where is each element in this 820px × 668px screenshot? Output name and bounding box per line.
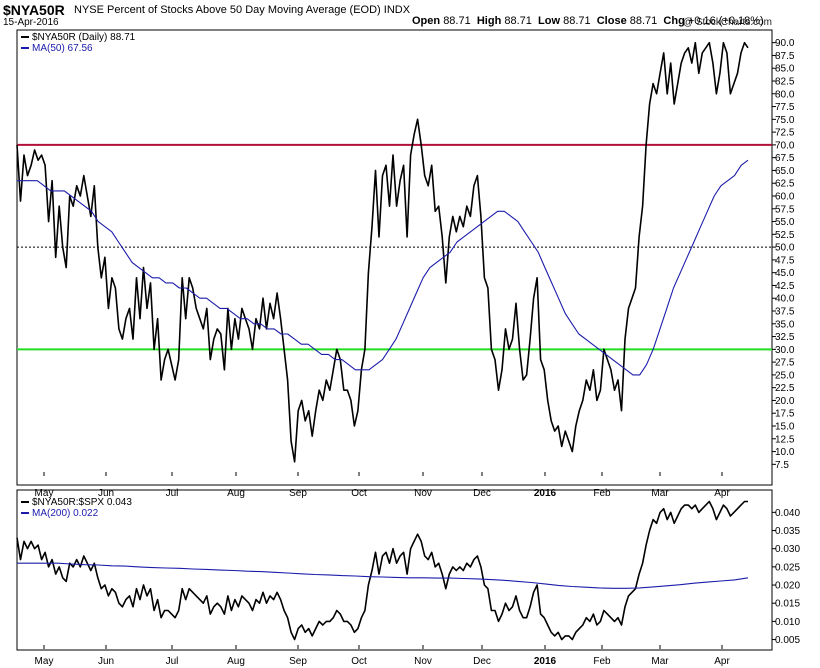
x-tick-label: Apr bbox=[714, 656, 730, 667]
y-tick-label: 0.025 bbox=[775, 562, 800, 573]
x-tick-label: Apr bbox=[714, 488, 730, 499]
chart-header: $NYA50R NYSE Percent of Stocks Above 50 … bbox=[0, 0, 820, 32]
symbol-label: $NYA50R bbox=[3, 2, 65, 18]
x-tick-label: Jul bbox=[166, 488, 179, 499]
x-tick-label: Sep bbox=[289, 488, 307, 499]
y-tick-label: 35.0 bbox=[775, 319, 795, 330]
y-tick-label: 0.010 bbox=[775, 617, 800, 628]
open-value: 88.71 bbox=[443, 15, 471, 27]
close-value: 88.71 bbox=[629, 15, 658, 27]
legend-entry: $NYA50R:$SPX 0.043 bbox=[32, 497, 132, 508]
y-tick-label: 17.5 bbox=[775, 409, 795, 420]
y-tick-label: 20.0 bbox=[775, 396, 795, 407]
main-panel-frame bbox=[16, 29, 773, 486]
y-tick-label: 0.040 bbox=[775, 508, 800, 519]
primary-series-line bbox=[16, 41, 749, 463]
y-tick-label: 0.015 bbox=[775, 599, 800, 610]
close-label: Close bbox=[596, 15, 627, 27]
y-tick-label: 7.5 bbox=[775, 460, 789, 471]
x-tick-label: Aug bbox=[227, 656, 245, 667]
high-label: High bbox=[476, 15, 502, 27]
y-tick-label: 0.035 bbox=[775, 526, 800, 537]
x-tick-label: Feb bbox=[593, 488, 611, 499]
x-tick-label: Nov bbox=[414, 488, 432, 499]
y-tick-label: 37.5 bbox=[775, 307, 795, 318]
y-tick-label: 62.5 bbox=[775, 179, 795, 190]
ratio-panel-frame bbox=[16, 489, 773, 651]
y-tick-label: 32.5 bbox=[775, 332, 795, 343]
y-tick-label: 30.0 bbox=[775, 345, 795, 356]
y-tick-label: 82.5 bbox=[775, 77, 795, 88]
low-value: 88.71 bbox=[563, 15, 591, 27]
x-tick-label: May bbox=[35, 488, 54, 499]
y-tick-label: 57.5 bbox=[775, 204, 795, 215]
x-tick-label: Oct bbox=[351, 488, 367, 499]
y-tick-label: 65.0 bbox=[775, 166, 795, 177]
x-tick-label: 2016 bbox=[534, 656, 557, 667]
main-panel: 90.0 87.5 85.0 82.580.0 77.5 75.0 72.570.0 67.5… bbox=[16, 32, 795, 499]
y-tick-label: 90.0 bbox=[775, 38, 795, 49]
x-tick-label: 2016 bbox=[534, 488, 557, 499]
x-tick-label: Sep bbox=[289, 656, 307, 667]
open-label: Open bbox=[412, 15, 441, 27]
low-label: Low bbox=[538, 15, 561, 27]
y-tick-label: 80.0 bbox=[775, 89, 795, 100]
legend-entry: MA(200) 0.022 bbox=[32, 508, 99, 519]
ratio-panel: 0.040 0.035 0.030 0.025 0.020 0.015 0.010 0.005… bbox=[16, 497, 800, 667]
legend-entry: $NYA50R (Daily) 88.71 bbox=[32, 32, 136, 43]
y-tick-label: 12.5 bbox=[775, 434, 795, 445]
brand-label: @ StockCharts.com bbox=[682, 17, 772, 28]
y-tick-label: 87.5 bbox=[775, 51, 795, 62]
x-tick-label: Feb bbox=[593, 656, 611, 667]
primary-series-line bbox=[16, 500, 748, 641]
y-tick-label: 40.0 bbox=[775, 294, 795, 305]
y-tick-label: 27.5 bbox=[775, 358, 795, 369]
y-tick-label: 55.0 bbox=[775, 217, 795, 228]
x-tick-label: Jun bbox=[98, 656, 114, 667]
moving-average-line bbox=[17, 159, 749, 376]
x-tick-label: Oct bbox=[351, 656, 367, 667]
y-tick-label: 67.5 bbox=[775, 153, 795, 164]
y-tick-label: 10.0 bbox=[775, 447, 795, 458]
x-tick-label: Mar bbox=[651, 656, 669, 667]
y-tick-label: 0.005 bbox=[775, 635, 800, 646]
date-label: 15-Apr-2016 bbox=[3, 17, 59, 28]
y-tick-label: 70.0 bbox=[775, 140, 795, 151]
y-tick-label: 52.5 bbox=[775, 230, 795, 241]
x-tick-label: Dec bbox=[473, 488, 491, 499]
x-tick-label: Jun bbox=[98, 488, 114, 499]
y-tick-label: 75.0 bbox=[775, 115, 795, 126]
x-tick-label: Jul bbox=[166, 656, 179, 667]
y-tick-label: 15.0 bbox=[775, 422, 795, 433]
change-value: +0.16 (+0.18%) bbox=[687, 15, 764, 27]
y-tick-label: 22.5 bbox=[775, 383, 795, 394]
chart-title: NYSE Percent of Stocks Above 50 Day Movi… bbox=[74, 4, 411, 16]
y-tick-label: 72.5 bbox=[775, 128, 795, 139]
y-tick-label: 25.0 bbox=[775, 370, 795, 381]
y-tick-label: 77.5 bbox=[775, 102, 795, 113]
x-tick-label: Nov bbox=[414, 656, 432, 667]
y-tick-label: 0.030 bbox=[775, 544, 800, 555]
y-tick-label: 42.5 bbox=[775, 281, 795, 292]
legend-entry: MA(50) 67.56 bbox=[32, 43, 93, 54]
y-tick-label: 60.0 bbox=[775, 192, 795, 203]
x-tick-label: Aug bbox=[227, 488, 245, 499]
y-tick-label: 50.0 bbox=[775, 243, 795, 254]
x-tick-label: May bbox=[35, 656, 54, 667]
moving-average-line bbox=[17, 562, 749, 589]
quote-readout: Open 88.71 High 88.71 Low 88.71 Close 88… bbox=[412, 15, 764, 27]
x-tick-label: Mar bbox=[651, 488, 669, 499]
y-tick-label: 85.0 bbox=[775, 64, 795, 75]
y-tick-label: 47.5 bbox=[775, 255, 795, 266]
high-value: 88.71 bbox=[504, 15, 532, 27]
change-label: Chg bbox=[663, 15, 685, 27]
y-tick-label: 45.0 bbox=[775, 268, 795, 279]
x-tick-label: Dec bbox=[473, 656, 491, 667]
y-tick-label: 0.020 bbox=[775, 581, 800, 592]
